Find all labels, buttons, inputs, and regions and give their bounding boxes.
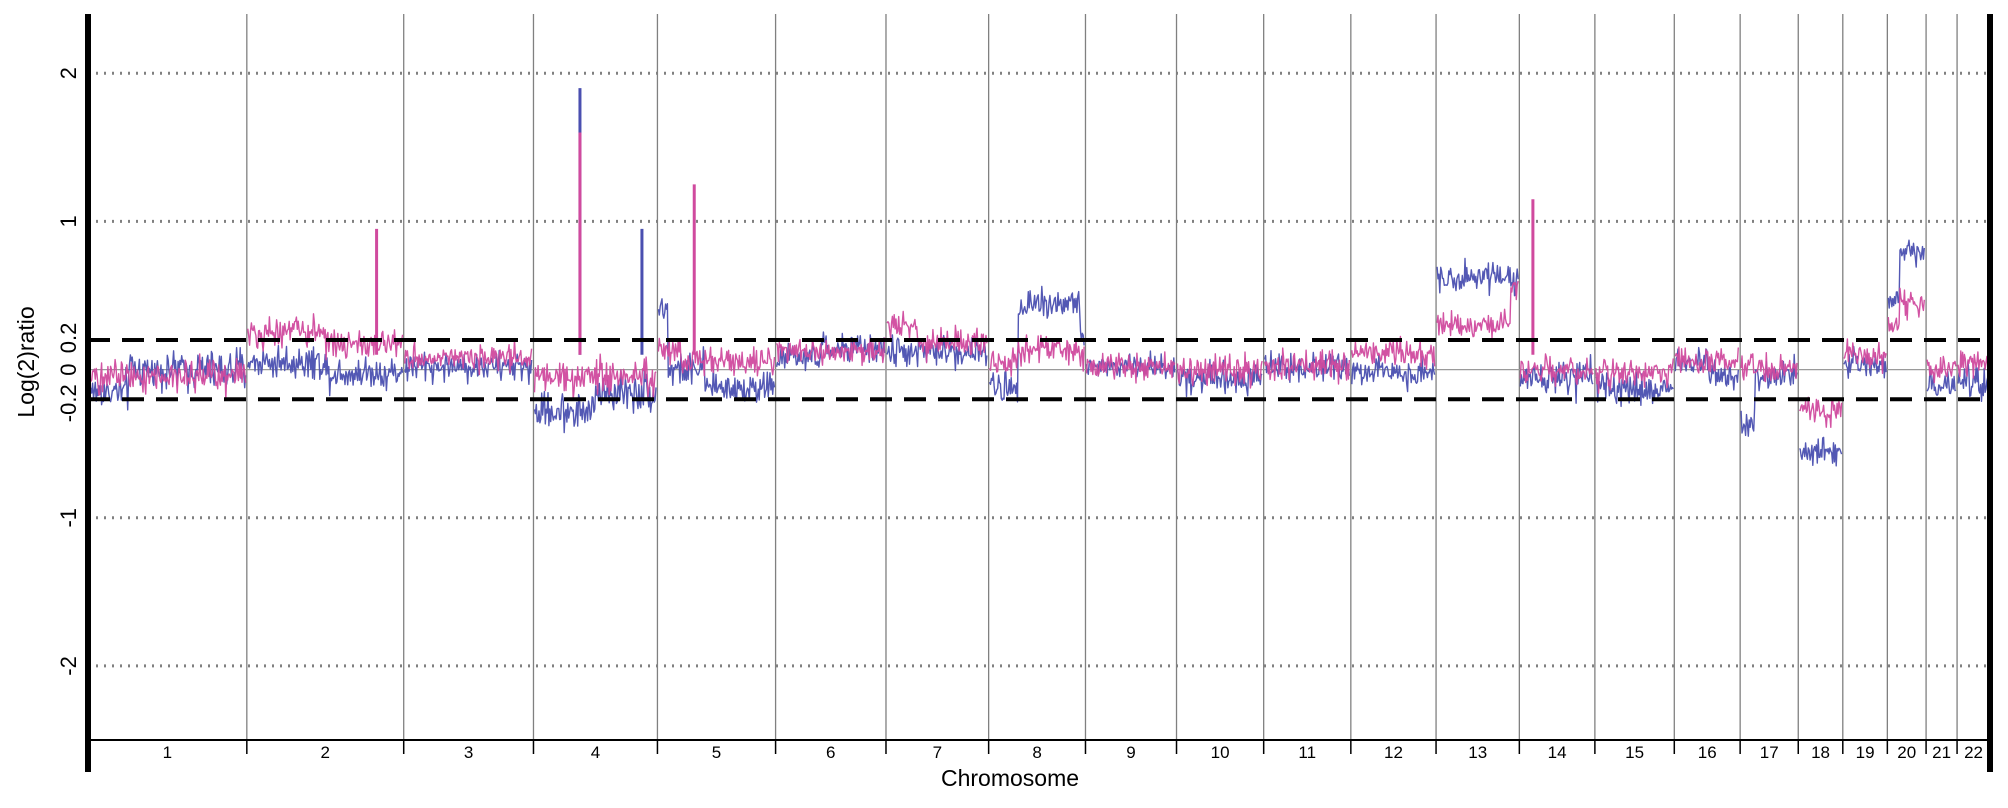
gridlines bbox=[88, 14, 1990, 740]
x-tick-label-chr-21: 21 bbox=[1932, 743, 1951, 762]
x-tick-label-chr-1: 1 bbox=[163, 743, 172, 762]
series-1-chr-4 bbox=[533, 369, 657, 434]
x-tick-label-chr-3: 3 bbox=[464, 743, 473, 762]
series-2-chr-18 bbox=[1798, 396, 1843, 428]
series-2-chr-9 bbox=[1085, 351, 1176, 384]
series-2-chr-2 bbox=[247, 313, 404, 361]
x-tick-label-chr-8: 8 bbox=[1032, 743, 1041, 762]
series-2-chr-5 bbox=[657, 337, 776, 377]
x-tick-label-chr-2: 2 bbox=[321, 743, 330, 762]
series-1-chr-17 bbox=[1740, 353, 1798, 437]
x-tick-label-chr-16: 16 bbox=[1698, 743, 1717, 762]
series-2-chr-17 bbox=[1740, 352, 1798, 382]
series-1-chr-12 bbox=[1351, 354, 1436, 393]
series-2-chr-4 bbox=[533, 353, 657, 401]
axes-layer: 1 2 3 4 5 6 7 8 9 10 11 12 13 14 15 16 17 18 19 20 21 22210.2… bbox=[56, 14, 1993, 772]
series-2-chr-19 bbox=[1843, 338, 1887, 374]
series-1-chr-20 bbox=[1887, 239, 1925, 309]
x-tick-label-chr-22: 22 bbox=[1964, 743, 1983, 762]
series-2-chr-10 bbox=[1176, 351, 1263, 389]
series-1-chr-19 bbox=[1843, 345, 1887, 379]
series-layer bbox=[88, 88, 1990, 467]
series-2-chr-6 bbox=[775, 337, 886, 367]
y-tick-label-1: 1 bbox=[56, 215, 81, 227]
y-tick-label-0.2: 0.2 bbox=[56, 323, 81, 354]
series-1-chr-2 bbox=[247, 344, 404, 397]
series-1-chr-5 bbox=[657, 298, 776, 403]
series-2-chr-22 bbox=[1957, 350, 1990, 379]
x-tick-label-chr-13: 13 bbox=[1468, 743, 1487, 762]
y-tick-label-2: 2 bbox=[56, 67, 81, 79]
series-1-chr-16 bbox=[1674, 346, 1739, 391]
x-tick-label-chr-15: 15 bbox=[1625, 743, 1644, 762]
x-tick-label-chr-12: 12 bbox=[1384, 743, 1403, 762]
x-tick-label-chr-4: 4 bbox=[591, 743, 600, 762]
x-tick-label-chr-18: 18 bbox=[1811, 743, 1830, 762]
x-tick-label-chr-9: 9 bbox=[1126, 743, 1135, 762]
x-tick-label-chr-14: 14 bbox=[1548, 743, 1567, 762]
x-tick-label-chr-10: 10 bbox=[1211, 743, 1230, 762]
x-tick-label-chr-17: 17 bbox=[1760, 743, 1779, 762]
y-tick-label--0.2: -0.2 bbox=[56, 384, 81, 422]
y-tick-label--1: -1 bbox=[56, 508, 81, 528]
series-2-chr-1 bbox=[88, 353, 247, 401]
x-tick-label-chr-20: 20 bbox=[1897, 743, 1916, 762]
series-2-chr-3 bbox=[404, 338, 533, 376]
series-1-chr-14 bbox=[1519, 354, 1594, 404]
x-tick-label-chr-19: 19 bbox=[1856, 743, 1875, 762]
series-2-chr-16 bbox=[1674, 346, 1739, 374]
series-2-chr-13 bbox=[1436, 280, 1519, 339]
x-axis-label: Chromosome bbox=[941, 765, 1079, 791]
series-2-chr-20 bbox=[1887, 287, 1925, 333]
x-tick-label-chr-6: 6 bbox=[826, 743, 835, 762]
series-1-chr-7 bbox=[886, 334, 988, 372]
series-1-chr-18 bbox=[1799, 436, 1843, 467]
series-1-chr-21 bbox=[1926, 368, 1957, 396]
series-1-chr-10 bbox=[1176, 358, 1263, 398]
threshold-layer bbox=[88, 337, 1990, 402]
y-tick-label-0: 0 bbox=[56, 363, 81, 375]
series-2-chr-8 bbox=[988, 334, 1085, 377]
x-tick-label-chr-11: 11 bbox=[1298, 743, 1316, 762]
x-tick-label-chr-5: 5 bbox=[712, 743, 721, 762]
series-2-chr-21 bbox=[1926, 355, 1957, 384]
x-tick-label-chr-7: 7 bbox=[933, 743, 942, 762]
series-2-chr-15 bbox=[1595, 358, 1674, 394]
series-2-chr-11 bbox=[1264, 347, 1350, 385]
series-1-chr-13 bbox=[1436, 257, 1519, 297]
y-axis-label: Log(2)ratio bbox=[13, 306, 39, 417]
y-tick-label--2: -2 bbox=[56, 656, 81, 676]
series-1-chr-1 bbox=[88, 347, 247, 411]
series-2-chr-14 bbox=[1519, 353, 1594, 387]
series-2-chr-7 bbox=[886, 310, 988, 364]
